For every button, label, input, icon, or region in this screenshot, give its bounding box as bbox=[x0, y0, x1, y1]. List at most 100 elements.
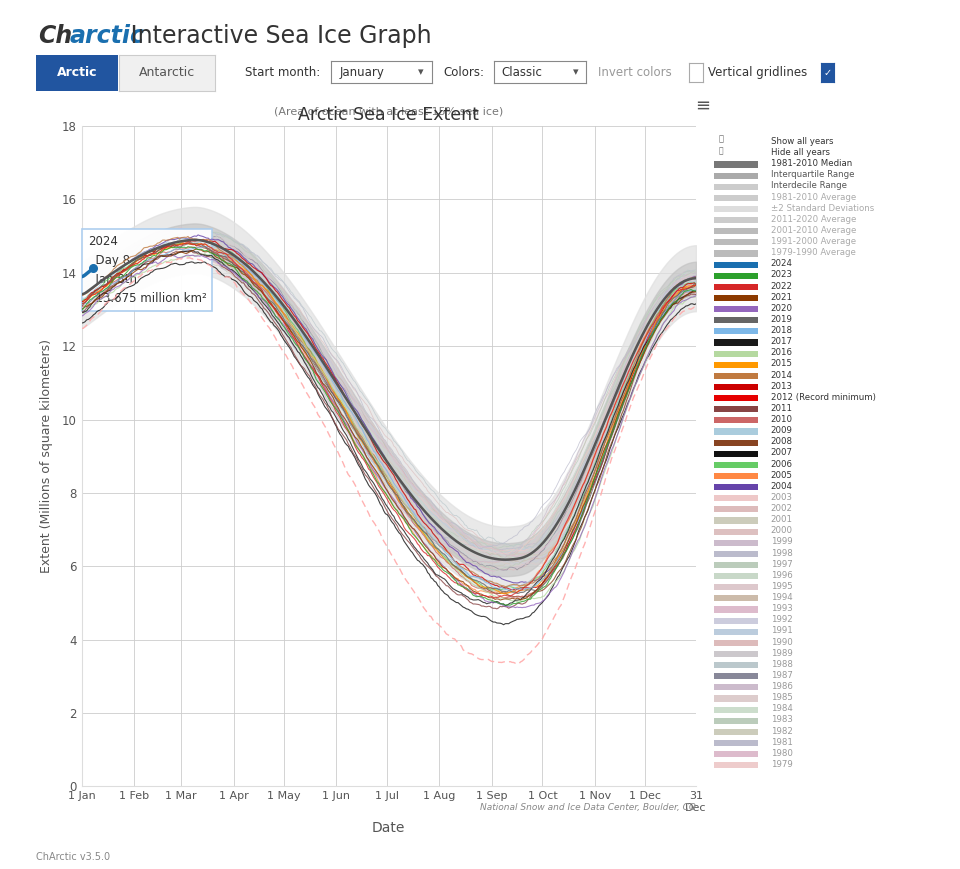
Text: 1981: 1981 bbox=[771, 738, 792, 746]
Text: 1980: 1980 bbox=[771, 749, 792, 758]
Text: 1991-2000 Average: 1991-2000 Average bbox=[771, 237, 855, 246]
Bar bbox=[713, 484, 758, 490]
Text: 2015: 2015 bbox=[771, 360, 793, 368]
Text: 1987: 1987 bbox=[771, 671, 792, 680]
Bar bbox=[713, 239, 758, 245]
Text: January: January bbox=[339, 66, 384, 78]
Text: 1981-2010 Median: 1981-2010 Median bbox=[771, 159, 852, 169]
Text: 1996: 1996 bbox=[771, 571, 792, 580]
Bar bbox=[713, 428, 758, 434]
Bar bbox=[713, 517, 758, 523]
Text: Classic: Classic bbox=[502, 66, 542, 78]
Text: 1986: 1986 bbox=[771, 682, 792, 691]
Bar bbox=[713, 373, 758, 379]
X-axis label: Date: Date bbox=[372, 821, 405, 835]
Text: Start month:: Start month: bbox=[245, 66, 320, 78]
Text: (Area of ocean with at least 15% sea ice): (Area of ocean with at least 15% sea ice… bbox=[275, 106, 503, 116]
Bar bbox=[713, 706, 758, 713]
Text: 1999: 1999 bbox=[771, 537, 792, 547]
Text: 2005: 2005 bbox=[771, 471, 793, 480]
Bar bbox=[713, 250, 758, 256]
Text: 1985: 1985 bbox=[771, 693, 792, 702]
Text: 2010: 2010 bbox=[771, 415, 793, 424]
Text: Interquartile Range: Interquartile Range bbox=[771, 170, 854, 179]
Bar bbox=[713, 751, 758, 757]
Text: 1992: 1992 bbox=[771, 615, 792, 624]
Bar bbox=[713, 495, 758, 501]
Text: ▾: ▾ bbox=[419, 67, 424, 77]
Text: 2007: 2007 bbox=[771, 448, 793, 457]
Text: 1995: 1995 bbox=[771, 582, 792, 591]
Text: Hide all years: Hide all years bbox=[771, 148, 829, 157]
Bar bbox=[713, 306, 758, 312]
Text: 1989: 1989 bbox=[771, 648, 792, 658]
Text: 2011: 2011 bbox=[771, 404, 793, 413]
Bar bbox=[713, 362, 758, 368]
Text: 1979: 1979 bbox=[771, 760, 792, 769]
Text: 2021: 2021 bbox=[771, 293, 793, 302]
Text: 1984: 1984 bbox=[771, 704, 792, 713]
Text: 2017: 2017 bbox=[771, 337, 793, 346]
Text: 1990: 1990 bbox=[771, 638, 792, 647]
Text: 1982: 1982 bbox=[771, 726, 792, 735]
Bar bbox=[713, 695, 758, 701]
Bar bbox=[713, 217, 758, 223]
Text: 1983: 1983 bbox=[771, 715, 792, 725]
Text: Invert colors: Invert colors bbox=[598, 66, 672, 78]
Text: ≡: ≡ bbox=[695, 97, 710, 115]
Text: 2006: 2006 bbox=[771, 460, 793, 468]
Text: 2022: 2022 bbox=[771, 282, 793, 290]
Bar bbox=[713, 229, 758, 235]
Text: ±2 Standard Deviations: ±2 Standard Deviations bbox=[771, 203, 874, 213]
Text: ✓: ✓ bbox=[824, 68, 831, 77]
Text: 1979-1990 Average: 1979-1990 Average bbox=[771, 249, 855, 257]
Bar bbox=[713, 262, 758, 268]
Text: 1988: 1988 bbox=[771, 660, 792, 669]
Bar bbox=[713, 507, 758, 513]
Bar bbox=[713, 651, 758, 657]
Text: Show all years: Show all years bbox=[771, 137, 833, 146]
Text: 1994: 1994 bbox=[771, 593, 792, 602]
Text: 2001: 2001 bbox=[771, 515, 793, 524]
Bar bbox=[713, 762, 758, 768]
Text: National Snow and Ice Data Center, Boulder, CO: National Snow and Ice Data Center, Bould… bbox=[480, 803, 696, 812]
Text: 🚫: 🚫 bbox=[718, 146, 723, 155]
Text: 2009: 2009 bbox=[771, 426, 792, 435]
Text: 2018: 2018 bbox=[771, 326, 793, 335]
Text: 2001-2010 Average: 2001-2010 Average bbox=[771, 226, 856, 235]
Text: 2012 (Record minimum): 2012 (Record minimum) bbox=[771, 393, 876, 401]
Bar bbox=[713, 607, 758, 613]
Text: 1991: 1991 bbox=[771, 627, 792, 635]
Text: 1997: 1997 bbox=[771, 560, 792, 568]
Text: 2000: 2000 bbox=[771, 527, 793, 535]
Bar bbox=[713, 684, 758, 690]
Text: Colors:: Colors: bbox=[444, 66, 485, 78]
Text: Interactive Sea Ice Graph: Interactive Sea Ice Graph bbox=[123, 24, 431, 49]
Bar bbox=[713, 551, 758, 557]
Bar bbox=[713, 284, 758, 290]
Text: Interdecile Range: Interdecile Range bbox=[771, 182, 847, 190]
Text: 2003: 2003 bbox=[771, 493, 793, 502]
Text: 1993: 1993 bbox=[771, 604, 792, 614]
Bar bbox=[713, 595, 758, 601]
Bar bbox=[713, 573, 758, 579]
Bar bbox=[713, 562, 758, 568]
Text: 2004: 2004 bbox=[771, 481, 793, 491]
Bar bbox=[713, 183, 758, 189]
Bar bbox=[713, 673, 758, 680]
Text: 1998: 1998 bbox=[771, 548, 792, 558]
Bar bbox=[713, 295, 758, 301]
Bar bbox=[713, 618, 758, 624]
Bar bbox=[713, 273, 758, 279]
Bar bbox=[713, 640, 758, 646]
Bar bbox=[713, 718, 758, 724]
Bar bbox=[713, 440, 758, 446]
Text: Antarctic: Antarctic bbox=[139, 67, 195, 79]
Bar bbox=[713, 417, 758, 423]
Text: Ch: Ch bbox=[38, 24, 73, 49]
Bar bbox=[713, 328, 758, 335]
Bar bbox=[713, 584, 758, 590]
Text: 2008: 2008 bbox=[771, 437, 793, 447]
Text: 2016: 2016 bbox=[771, 348, 793, 357]
Bar bbox=[713, 528, 758, 534]
